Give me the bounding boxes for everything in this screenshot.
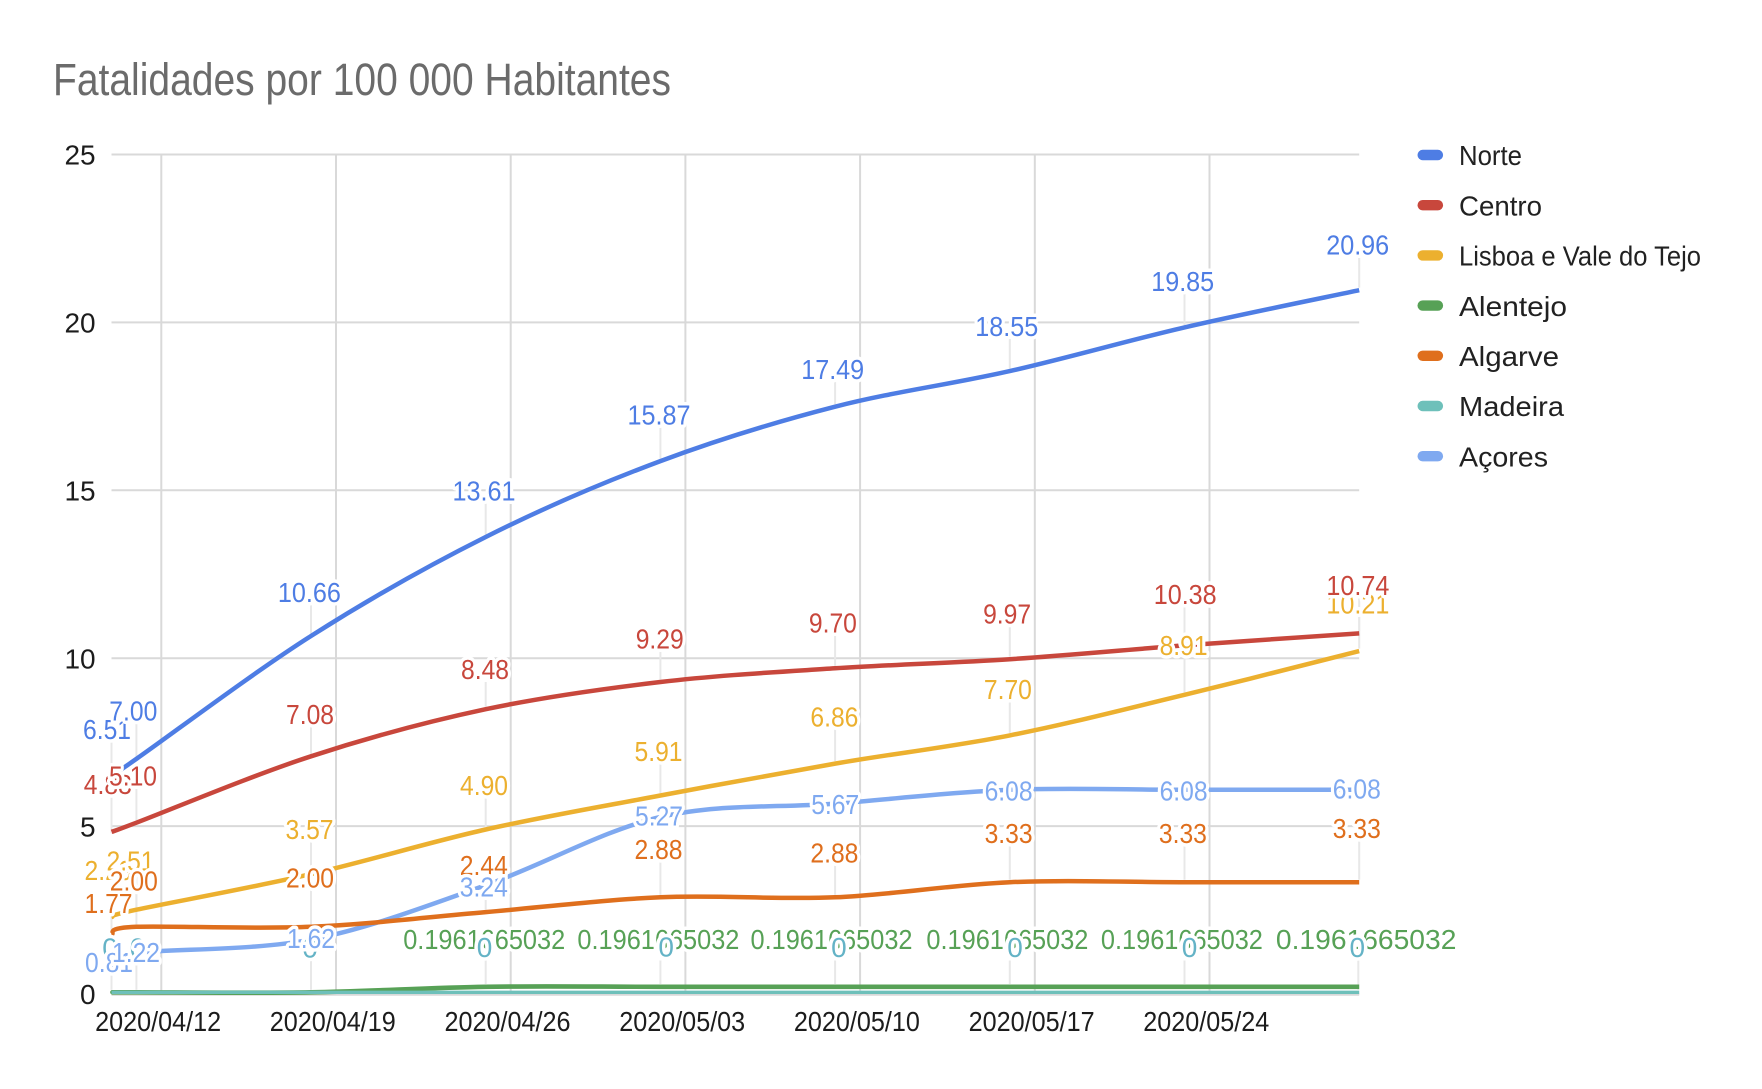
svg-text:0: 0 [1350,932,1366,963]
svg-text:7.70: 7.70 [984,674,1032,705]
svg-text:2.88: 2.88 [810,838,858,869]
svg-text:1.62: 1.62 [287,923,335,954]
svg-text:10.74: 10.74 [1326,570,1389,601]
svg-text:9.29: 9.29 [636,624,684,655]
svg-text:0: 0 [130,933,146,964]
svg-text:19.85: 19.85 [1151,266,1214,297]
svg-text:Açores: Açores [1459,441,1548,472]
svg-text:7.00: 7.00 [109,696,157,727]
svg-text:0: 0 [80,979,96,1010]
svg-text:5.67: 5.67 [811,789,859,820]
svg-text:2.88: 2.88 [635,834,683,865]
svg-text:2.29: 2.29 [85,855,133,886]
svg-text:Algarve: Algarve [1459,341,1559,372]
svg-text:9.70: 9.70 [809,607,857,638]
svg-text:9.97: 9.97 [983,598,1031,629]
svg-text:3.33: 3.33 [985,818,1033,849]
svg-text:Lisboa e Vale do Tejo: Lisboa e Vale do Tejo [1459,241,1701,272]
svg-text:2.00: 2.00 [110,865,158,896]
svg-text:3.24: 3.24 [460,872,508,903]
svg-text:10.66: 10.66 [278,577,341,608]
svg-text:0.81: 0.81 [85,947,133,978]
svg-text:0.1961665032: 0.1961665032 [751,924,913,955]
svg-text:6.51: 6.51 [83,714,131,745]
svg-text:10.38: 10.38 [1154,579,1217,610]
svg-text:0: 0 [302,933,318,964]
svg-text:10: 10 [64,643,95,674]
svg-text:0.1961665032: 0.1961665032 [403,924,565,955]
svg-text:17.49: 17.49 [801,354,864,385]
svg-text:Madeira: Madeira [1459,391,1564,422]
svg-text:5.91: 5.91 [635,736,683,767]
svg-text:1.22: 1.22 [112,937,160,968]
svg-text:25: 25 [64,140,95,171]
svg-text:3.33: 3.33 [1333,813,1381,844]
svg-text:2020/04/12: 2020/04/12 [95,1006,221,1037]
svg-text:Fatalidades por 100 000 Habita: Fatalidades por 100 000 Habitantes [53,54,671,105]
svg-text:0.1961665032: 0.1961665032 [926,924,1088,955]
svg-text:5: 5 [80,811,96,842]
svg-text:13.61: 13.61 [453,475,516,506]
svg-text:2020/05/03: 2020/05/03 [619,1006,745,1037]
svg-text:0: 0 [1182,932,1198,963]
svg-text:7.08: 7.08 [286,699,334,730]
svg-text:0: 0 [102,933,118,964]
svg-text:Centro: Centro [1459,190,1542,221]
svg-text:20: 20 [64,308,95,339]
svg-text:2020/05/17: 2020/05/17 [969,1006,1095,1037]
svg-text:4.83: 4.83 [84,769,132,800]
svg-text:5.10: 5.10 [109,761,157,792]
svg-text:5.27: 5.27 [635,801,683,832]
svg-text:20.96: 20.96 [1326,230,1389,261]
svg-text:Norte: Norte [1459,140,1522,171]
svg-text:2020/05/24: 2020/05/24 [1143,1006,1269,1037]
svg-text:2020/04/26: 2020/04/26 [445,1006,571,1037]
svg-text:3.33: 3.33 [1159,818,1207,849]
svg-text:2020/04/19: 2020/04/19 [270,1006,396,1037]
svg-text:0: 0 [658,932,674,963]
svg-text:6.08: 6.08 [1160,776,1208,807]
svg-text:0.1961665032: 0.1961665032 [1276,924,1457,955]
svg-text:8.48: 8.48 [461,654,509,685]
svg-text:6.86: 6.86 [810,701,858,732]
svg-text:2020/05/10: 2020/05/10 [794,1006,920,1037]
svg-text:3.57: 3.57 [286,814,334,845]
svg-text:0.1961665032: 0.1961665032 [577,924,739,955]
svg-text:Alentejo: Alentejo [1459,291,1567,322]
svg-text:8.91: 8.91 [1160,630,1208,661]
svg-text:0: 0 [1007,932,1023,963]
svg-text:4.90: 4.90 [460,770,508,801]
svg-text:1.77: 1.77 [85,888,133,919]
svg-text:18.55: 18.55 [975,311,1038,342]
svg-text:10.21: 10.21 [1326,589,1389,620]
svg-text:0: 0 [477,932,493,963]
svg-text:0: 0 [831,932,847,963]
svg-text:2.00: 2.00 [286,863,334,894]
svg-text:6.08: 6.08 [985,776,1033,807]
svg-text:2.51: 2.51 [107,845,155,876]
svg-text:2.44: 2.44 [460,850,508,881]
svg-text:0.1961665032: 0.1961665032 [1101,924,1263,955]
svg-text:15.87: 15.87 [628,400,691,431]
svg-text:6.08: 6.08 [1333,774,1381,805]
svg-text:15: 15 [64,476,95,507]
